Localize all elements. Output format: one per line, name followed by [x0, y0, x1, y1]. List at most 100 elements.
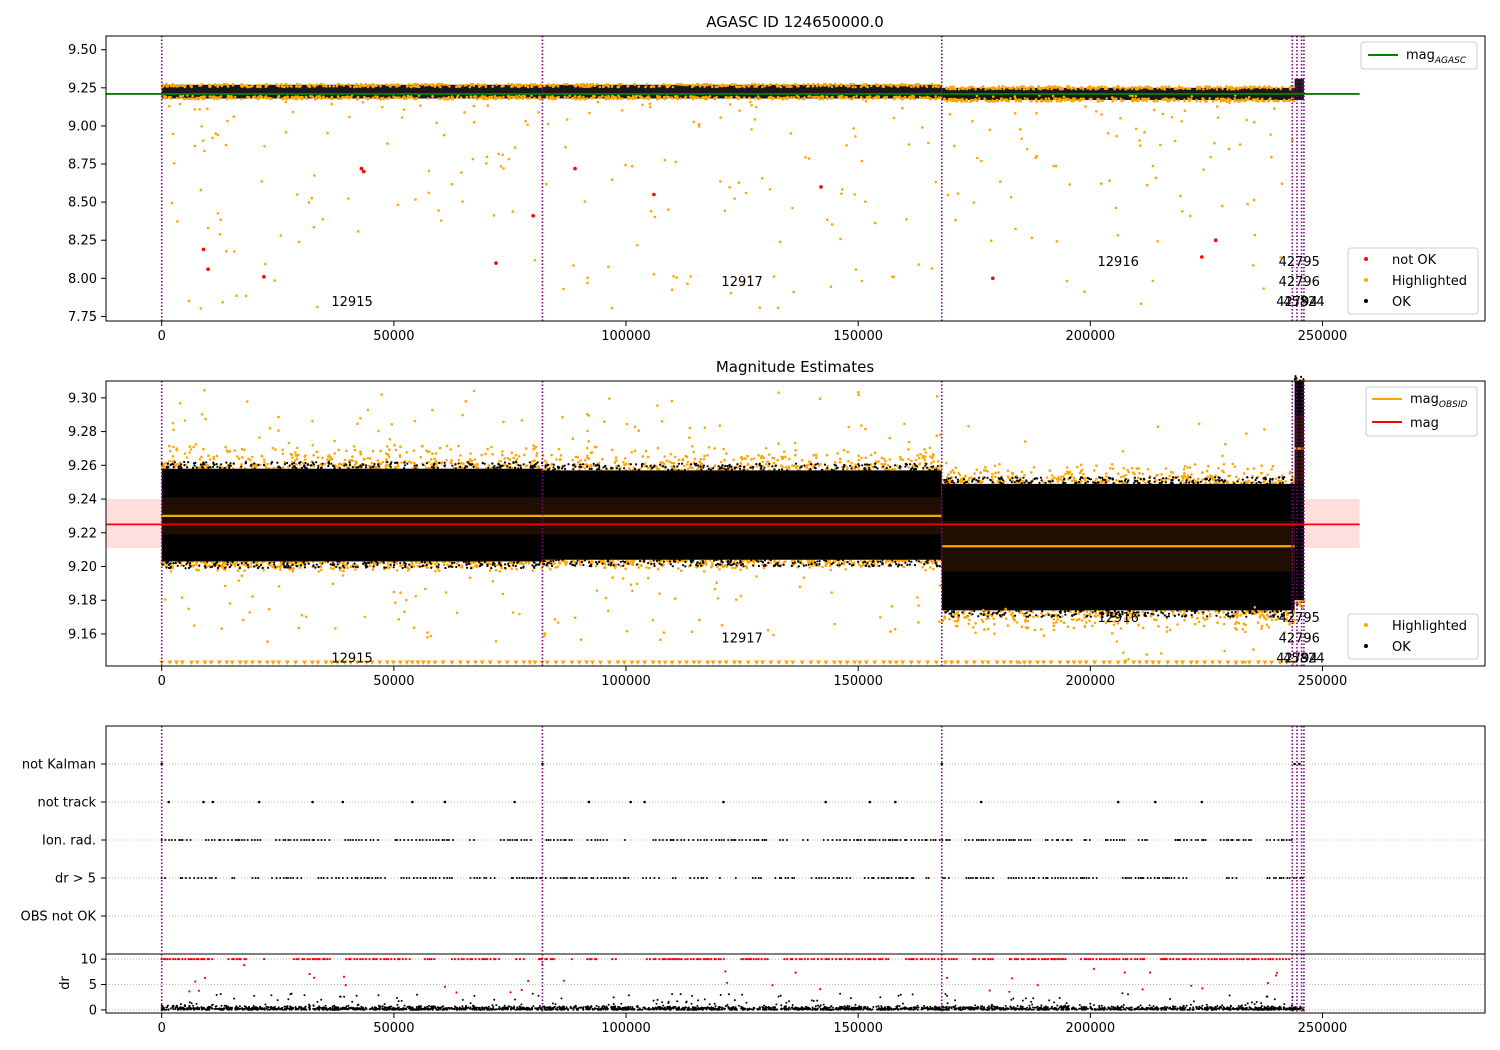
highlighted-point	[1024, 619, 1027, 623]
highlighted-point	[1179, 194, 1182, 198]
highlighted-point	[193, 97, 197, 100]
highlighted-point	[1036, 99, 1039, 103]
highlighted-point	[815, 456, 818, 459]
highlighted-point	[1155, 618, 1158, 622]
ok-point	[220, 463, 223, 466]
highlighted-point	[370, 461, 374, 465]
ok-point	[252, 561, 255, 564]
highlighted-point	[529, 83, 532, 86]
highlighted-point	[590, 96, 594, 100]
highlighted-point	[1196, 616, 1199, 620]
ok-point	[317, 466, 320, 469]
ok-point	[546, 561, 549, 564]
ok-point	[1047, 613, 1050, 616]
highlighted-point	[585, 97, 589, 100]
ok-point	[652, 465, 656, 468]
ok-point	[606, 560, 609, 563]
highlighted-point	[1067, 97, 1070, 101]
ok-point	[1002, 479, 1005, 482]
highlighted-point	[1122, 474, 1125, 478]
ok-point	[866, 463, 869, 466]
highlighted-point	[1234, 475, 1238, 479]
highlighted-point	[914, 458, 918, 462]
highlighted-point	[546, 122, 550, 126]
highlighted-point	[1077, 612, 1081, 615]
ok-point	[293, 464, 296, 468]
ok-point	[465, 566, 469, 569]
ok-point	[1158, 481, 1161, 484]
highlighted-point	[532, 460, 536, 463]
highlighted-point	[610, 448, 614, 452]
highlighted-point	[1273, 107, 1276, 110]
highlighted-point	[907, 143, 911, 146]
highlighted-point	[1100, 480, 1103, 484]
highlighted-point	[226, 96, 230, 99]
highlighted-point	[1271, 464, 1275, 468]
highlighted-point	[657, 467, 661, 471]
highlighted-point	[1082, 97, 1086, 101]
highlighted-point	[280, 85, 284, 88]
highlighted-point	[675, 276, 678, 280]
ok-point	[938, 565, 941, 568]
highlighted-point	[991, 99, 994, 102]
ok-point	[1104, 478, 1107, 482]
highlighted-point	[929, 566, 932, 569]
highlighted-point	[339, 97, 343, 101]
highlighted-point	[984, 465, 987, 469]
highlighted-point	[1065, 466, 1069, 469]
highlighted-point	[819, 84, 822, 88]
ok-point	[314, 566, 317, 569]
highlighted-point	[761, 85, 764, 89]
highlighted-point	[243, 448, 246, 452]
highlighted-point	[992, 617, 995, 620]
highlighted-point	[1044, 614, 1047, 617]
ok-point	[915, 558, 918, 562]
highlighted-point	[1212, 99, 1215, 103]
highlighted-point	[1126, 468, 1129, 472]
highlighted-point	[854, 135, 857, 138]
highlighted-point	[1165, 626, 1169, 629]
highlighted-point	[1158, 143, 1162, 147]
highlighted-point	[162, 463, 166, 467]
highlighted-point	[987, 87, 990, 90]
highlighted-point	[985, 617, 988, 621]
highlighted-point	[1115, 97, 1118, 101]
highlighted-point	[203, 149, 206, 153]
ok-point	[802, 564, 806, 567]
highlighted-point	[846, 85, 850, 88]
highlighted-point	[295, 463, 298, 466]
x-tick-label: 50000	[373, 329, 414, 344]
highlighted-point	[1105, 97, 1108, 100]
highlighted-point	[491, 85, 495, 88]
highlighted-point	[1154, 176, 1158, 180]
highlighted-point	[790, 559, 794, 563]
ok-point	[674, 560, 677, 563]
highlighted-point	[891, 275, 894, 279]
highlighted-point	[851, 85, 854, 89]
highlighted-point	[784, 466, 787, 469]
highlighted-point	[683, 464, 686, 468]
ok-point	[786, 469, 789, 472]
ok-point	[433, 462, 436, 465]
highlighted-point	[1181, 479, 1184, 483]
highlighted-point	[747, 96, 751, 100]
highlighted-point	[1201, 616, 1205, 620]
highlighted-point	[434, 460, 438, 464]
ok-point	[503, 461, 507, 464]
highlighted-point	[428, 450, 431, 454]
ok-point	[202, 466, 205, 469]
highlighted-point	[921, 126, 924, 129]
ok-point	[345, 463, 348, 466]
ok-point	[1269, 477, 1272, 481]
highlighted-point	[738, 109, 741, 112]
highlighted-point	[1188, 466, 1192, 469]
highlighted-point	[582, 95, 585, 99]
ok-point	[465, 561, 468, 564]
highlighted-point	[474, 564, 478, 568]
highlighted-point	[1035, 154, 1038, 158]
highlighted-point	[755, 84, 759, 88]
highlighted-point	[533, 83, 536, 86]
highlighted-point	[686, 463, 689, 466]
highlighted-point	[721, 564, 724, 567]
highlighted-point	[757, 453, 760, 457]
